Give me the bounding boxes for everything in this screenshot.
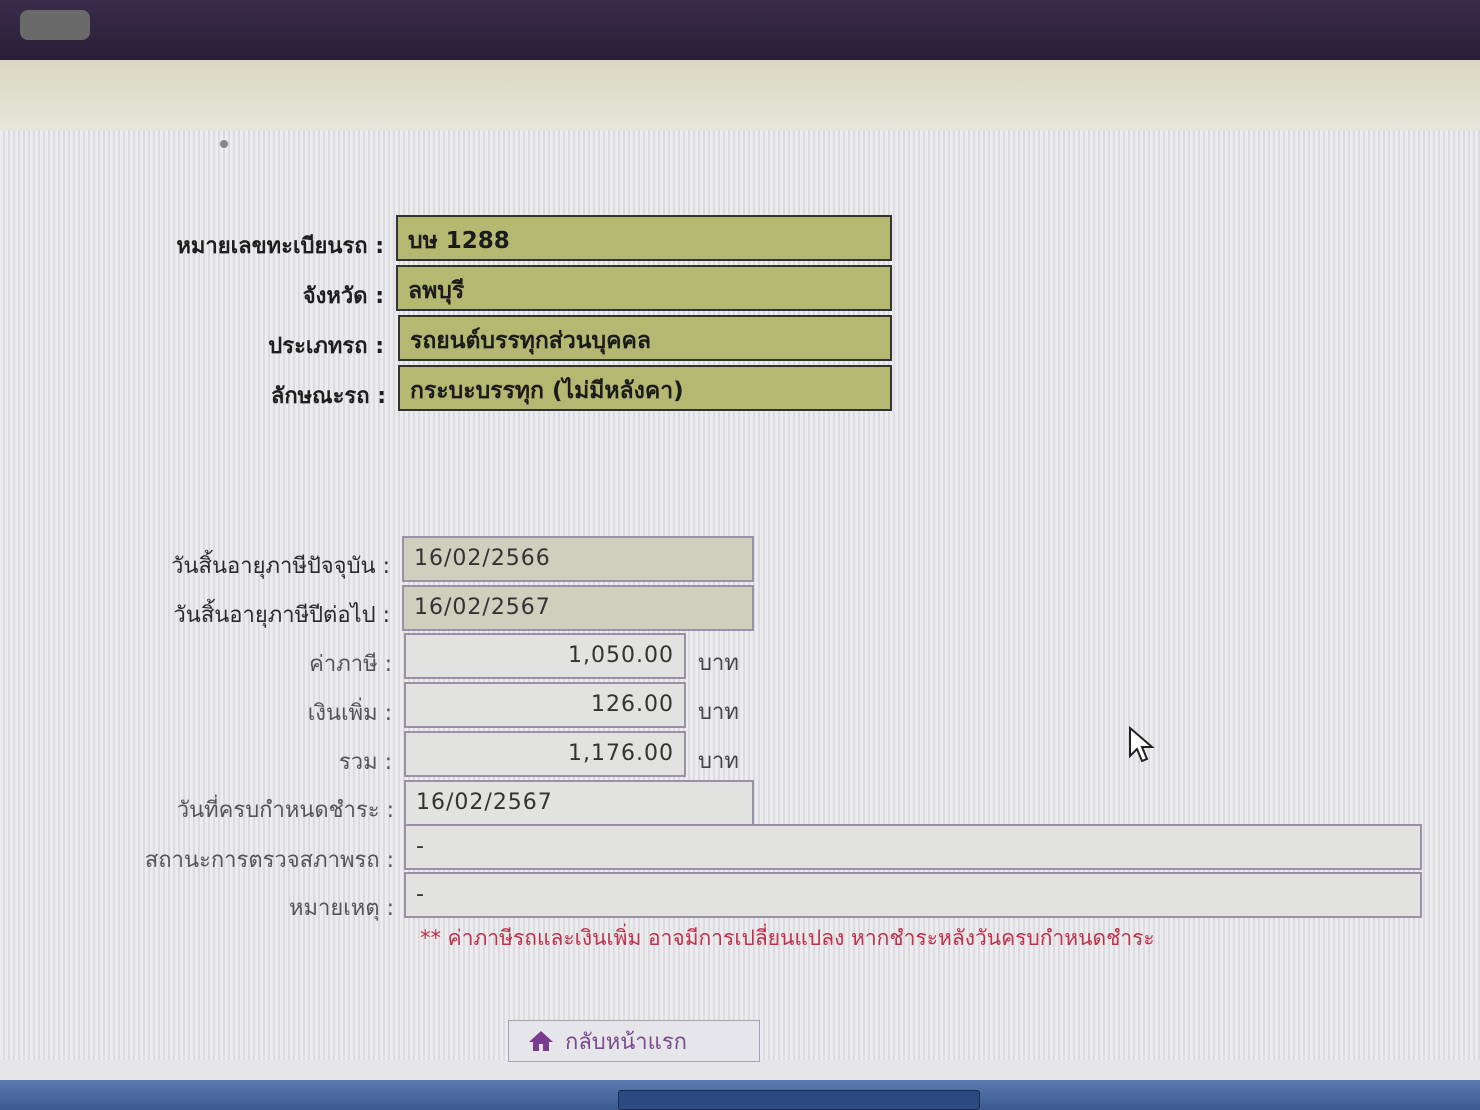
- tax-label: ค่าภาษี :: [309, 652, 392, 677]
- warning-note: ** ค่าภาษีรถและเงินเพิ่ม อาจมีการเปลี่ยน…: [420, 926, 1155, 950]
- home-button[interactable]: กลับหน้าแรก: [508, 1020, 760, 1062]
- mouse-cursor-icon: [1129, 726, 1155, 763]
- surcharge-label: เงินเพิ่ม :: [307, 701, 392, 726]
- due-label: วันที่ครบกำหนดชำระ :: [176, 798, 394, 823]
- home-icon: [529, 1031, 553, 1051]
- plate-label: หมายเลขทะเบียนรถ :: [176, 234, 384, 259]
- tax-unit: บาท: [698, 651, 739, 676]
- site-header: [0, 0, 1480, 60]
- due-field: 16/02/2567: [404, 780, 754, 826]
- type-label: ประเภทรถ :: [268, 334, 384, 359]
- current-expiry-label: วันสิ้นอายุภาษีปัจจุบัน :: [171, 554, 390, 579]
- style-field: กระบะบรรทุก (ไม่มีหลังคา): [398, 365, 892, 411]
- province-field: ลพบุรี: [396, 265, 892, 311]
- next-expiry-field: 16/02/2567: [402, 585, 754, 631]
- inspection-field: -: [404, 824, 1422, 870]
- header-band: [0, 60, 1480, 130]
- type-field: รถยนต์บรรทุกส่วนบุคคล: [398, 315, 892, 361]
- total-unit: บาท: [698, 749, 739, 774]
- current-expiry-field: 16/02/2566: [402, 536, 754, 582]
- home-button-label: กลับหน้าแรก: [565, 1029, 687, 1055]
- plate-field: บษ 1288: [396, 215, 892, 261]
- bullet-dot: [220, 140, 228, 148]
- total-field: 1,176.00: [404, 731, 686, 777]
- surcharge-field: 126.00: [404, 682, 686, 728]
- style-label: ลักษณะรถ :: [270, 384, 386, 409]
- remark-field: -: [404, 872, 1422, 918]
- total-label: รวม :: [338, 750, 392, 775]
- remark-label: หมายเหตุ :: [289, 896, 394, 921]
- province-label: จังหวัด :: [302, 284, 384, 309]
- inspection-label: สถานะการตรวจสภาพรถ :: [144, 848, 394, 873]
- car-logo-icon: [20, 10, 90, 40]
- tax-field: 1,050.00: [404, 633, 686, 679]
- next-expiry-label: วันสิ้นอายุภาษีปีต่อไป :: [173, 603, 390, 628]
- taskbar-window-button[interactable]: [618, 1090, 980, 1110]
- surcharge-unit: บาท: [698, 700, 739, 725]
